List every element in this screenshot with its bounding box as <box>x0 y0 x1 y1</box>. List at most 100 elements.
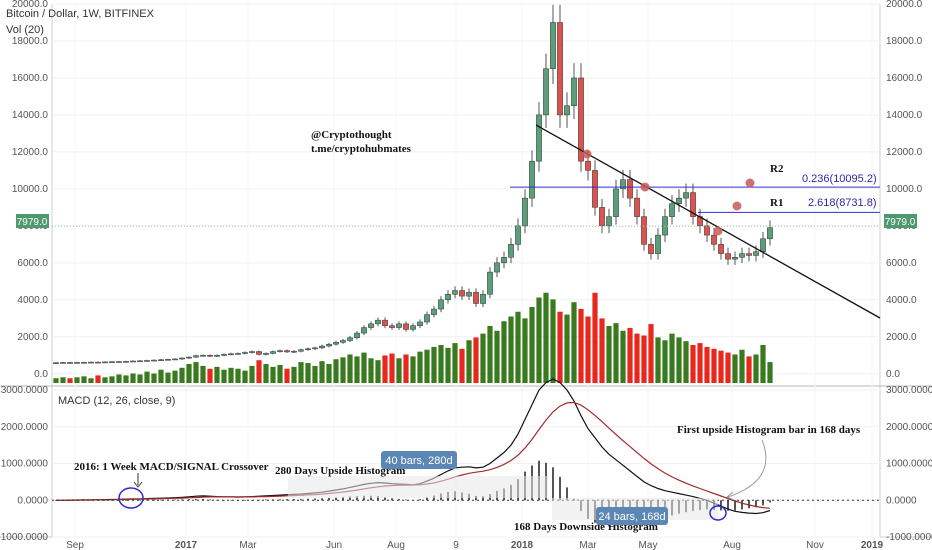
volume-bar <box>186 364 192 383</box>
time-axis[interactable]: Sep 2017 Mar Jun Aug 9 2018 Mar May Aug Nov 2019 <box>66 540 883 550</box>
candle-body <box>592 170 598 208</box>
macd-tick-right: 0.0000 <box>886 495 917 506</box>
candle-body <box>690 192 696 217</box>
volume-bar <box>564 314 570 383</box>
price-tick-right: 6000.0 <box>886 258 917 269</box>
price-tick-left: 4000.0 <box>17 295 48 306</box>
time-tick: May <box>639 540 658 550</box>
volume-bar <box>711 348 717 383</box>
link-annotation: t.me/cryptohubmates <box>311 143 412 155</box>
volume-bar <box>543 292 549 383</box>
candle-body <box>718 244 724 254</box>
candle-body <box>487 271 493 295</box>
touch-marker <box>745 178 755 188</box>
volume-bar <box>158 369 164 383</box>
candle-body <box>424 314 430 323</box>
macd-hist-bar <box>349 496 351 501</box>
volume-bar <box>508 316 514 383</box>
chart-title: Bitcoin / Dollar, 1W, BITFINEX <box>6 8 155 20</box>
volume-bar <box>137 374 143 383</box>
time-tick: Aug <box>723 540 741 550</box>
candle-body <box>109 361 115 363</box>
macd-hist-bar <box>482 496 484 501</box>
volume-bar <box>179 367 185 383</box>
macd-hist-bar <box>342 497 344 501</box>
overlays <box>52 124 881 521</box>
candle-body <box>81 362 87 364</box>
macd-tick-left: 3000.0000 <box>1 385 49 396</box>
r1-label: R1 <box>770 197 783 209</box>
volume-bar <box>718 350 724 383</box>
candle-body <box>347 337 353 341</box>
volume-bar <box>326 364 332 383</box>
macd-label: MACD (12, 26, close, 9) <box>58 395 175 407</box>
candle-body <box>564 105 570 116</box>
price-tick-left: 20000.0 <box>12 0 49 10</box>
price-tick-right: 14000.0 <box>886 110 923 121</box>
volume-bar <box>648 324 654 383</box>
volume-bar <box>634 333 640 383</box>
volume-bar <box>95 375 101 383</box>
macd-hist-bar <box>384 497 386 501</box>
volume-bar <box>501 321 507 383</box>
candle-body <box>704 225 710 236</box>
candle-body <box>382 319 388 326</box>
candle-body <box>417 321 423 326</box>
candle-body <box>298 349 304 352</box>
candle-body <box>760 238 766 252</box>
macd-hist-bar <box>727 500 729 511</box>
volume-bar <box>473 337 479 383</box>
macd-hist-bar <box>755 500 757 508</box>
candle-body <box>515 225 521 245</box>
candle-body <box>158 359 164 361</box>
macd-hist-bar <box>426 497 428 501</box>
volume-bar <box>662 340 668 383</box>
time-tick: Jun <box>326 540 342 550</box>
time-tick: Aug <box>387 540 405 550</box>
upside-hist-annotation: 280 Days Upside Histogram <box>275 465 405 477</box>
touch-marker <box>640 182 650 192</box>
candle-body <box>242 352 248 354</box>
candle-body <box>67 362 73 364</box>
candle-body <box>340 340 346 343</box>
candle-body <box>88 361 94 364</box>
volume-bar <box>739 349 745 383</box>
candle-body <box>739 253 745 258</box>
candle-body <box>312 347 318 350</box>
price-tick-right: 12000.0 <box>886 147 923 158</box>
volume-bar <box>165 372 171 383</box>
candle-body <box>375 319 381 325</box>
candle-body <box>172 358 178 361</box>
crossover-arrowhead <box>133 481 143 488</box>
candle-body <box>326 343 332 347</box>
volume-bar <box>221 369 227 383</box>
volume-bar <box>431 346 437 383</box>
candle-body <box>193 355 199 358</box>
price-badge-right <box>884 214 917 228</box>
price-tick-left: 6000.0 <box>17 258 48 269</box>
macd-tick-right: 2000.0000 <box>886 422 932 433</box>
volume-bar <box>487 326 493 383</box>
first-upside-arrowhead <box>726 491 735 501</box>
macd-hist-bar <box>307 498 309 501</box>
candle-body <box>634 197 640 217</box>
candle-body <box>767 227 773 240</box>
candle-body <box>473 292 479 304</box>
candle-body <box>186 356 192 359</box>
candle-body <box>410 325 416 330</box>
macd-hist-bar <box>566 487 568 501</box>
price-tick-right: 2000.0 <box>886 332 917 343</box>
macd-hist-bar <box>139 499 141 501</box>
macd-hist-bar <box>559 476 561 501</box>
volume-bar <box>53 378 59 383</box>
volume-bar <box>144 371 150 383</box>
candle-body <box>676 197 682 204</box>
touch-marker <box>732 201 742 211</box>
volume-bar <box>459 348 465 383</box>
candle-body <box>571 77 577 106</box>
price-tick-left: 0.0 <box>34 369 48 380</box>
volume-bar <box>592 292 598 383</box>
volume-bar <box>214 366 220 383</box>
macd-hist-bar <box>244 500 246 501</box>
